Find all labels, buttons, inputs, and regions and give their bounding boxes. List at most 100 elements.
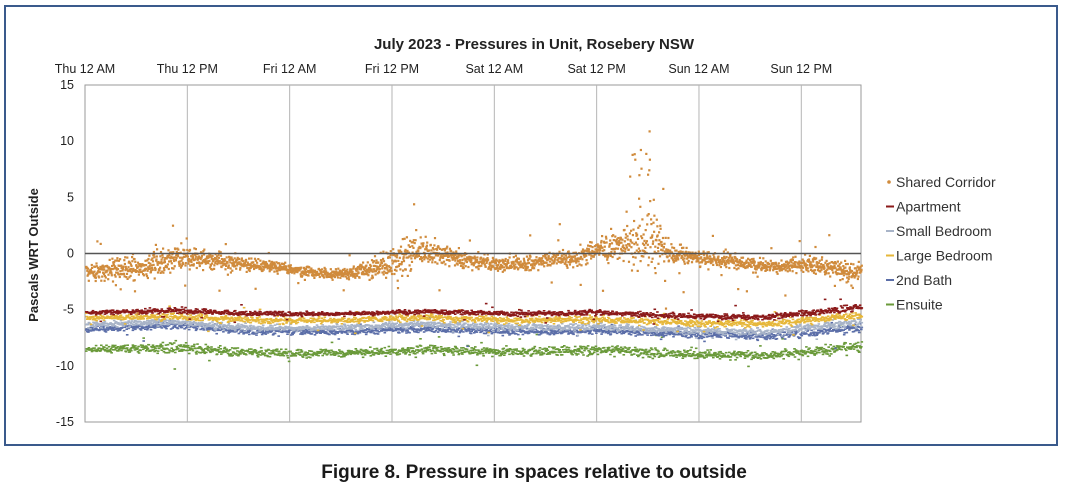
data-point (197, 351, 201, 354)
data-point (298, 317, 302, 319)
data-point (89, 328, 92, 330)
data-point (496, 329, 500, 331)
data-point (427, 321, 431, 324)
data-point (703, 357, 706, 359)
data-point (201, 319, 204, 322)
data-point (845, 354, 849, 357)
data-point (224, 315, 228, 317)
data-point (276, 330, 279, 332)
data-point (363, 354, 367, 356)
data-point (579, 331, 582, 334)
data-point (123, 323, 127, 325)
data-point (166, 325, 169, 328)
data-point (195, 315, 198, 317)
data-point (763, 352, 766, 354)
data-point (345, 329, 349, 332)
data-point (836, 330, 840, 332)
data-point (239, 325, 242, 328)
data-point (800, 349, 804, 352)
data-point (194, 324, 197, 327)
data-point (431, 322, 434, 324)
data-point (301, 333, 304, 336)
data-point (190, 323, 193, 326)
data-point (754, 332, 757, 335)
data-point (216, 317, 220, 319)
data-point (410, 322, 413, 324)
data-point (567, 346, 571, 349)
data-point (301, 316, 304, 319)
data-point (683, 328, 687, 330)
data-point (732, 352, 736, 354)
data-point (169, 350, 172, 352)
data-point (571, 326, 574, 329)
data-point (103, 346, 106, 349)
data-point (235, 330, 238, 333)
data-point (439, 350, 442, 353)
data-point (447, 347, 451, 349)
data-point (781, 330, 784, 332)
data-point (847, 325, 850, 327)
data-point (120, 321, 124, 324)
data-point (289, 350, 292, 353)
data-point (503, 354, 506, 356)
data-point (828, 350, 832, 353)
data-point (93, 347, 96, 349)
data-point (437, 328, 441, 331)
data-point (237, 354, 240, 357)
data-point (831, 319, 835, 321)
data-point (739, 352, 743, 355)
data-point (826, 353, 830, 355)
data-point (415, 331, 419, 333)
data-point (701, 355, 705, 358)
data-point (274, 317, 278, 320)
data-point (523, 324, 527, 327)
data-point (193, 316, 197, 318)
data-point (400, 329, 403, 331)
data-point (425, 324, 429, 326)
data-point (462, 347, 465, 349)
data-point (93, 326, 97, 328)
data-point (592, 348, 595, 351)
data-point (159, 343, 163, 346)
data-point (857, 331, 861, 334)
data-point (517, 333, 520, 336)
data-point (494, 326, 498, 328)
data-point (633, 349, 636, 351)
data-point (831, 323, 834, 326)
data-point (424, 325, 427, 328)
data-point (307, 356, 311, 358)
data-point (613, 324, 617, 327)
data-point (166, 348, 169, 350)
data-point (95, 319, 98, 322)
data-point (731, 333, 735, 335)
data-point (848, 324, 852, 326)
data-point (607, 331, 611, 334)
data-point (315, 320, 319, 323)
data-point (286, 333, 289, 335)
data-point (373, 329, 376, 332)
data-point (685, 331, 689, 334)
data-point (286, 327, 290, 330)
data-point (808, 347, 811, 349)
data-point (737, 332, 740, 335)
data-point (581, 352, 584, 354)
data-point (215, 353, 219, 355)
data-point (214, 319, 218, 322)
data-point (185, 346, 189, 348)
data-point (136, 326, 140, 328)
data-point (635, 348, 638, 351)
data-point (433, 350, 436, 353)
data-point (211, 327, 214, 329)
data-point (612, 329, 615, 331)
data-point (738, 354, 741, 356)
data-point (267, 326, 270, 329)
data-point (753, 356, 756, 358)
data-point (548, 326, 551, 329)
data-point (651, 327, 655, 329)
data-point (774, 352, 777, 355)
data-point (354, 351, 357, 353)
data-point (165, 327, 168, 330)
data-point (538, 333, 541, 336)
data-point (327, 350, 330, 353)
data-point (628, 329, 632, 331)
